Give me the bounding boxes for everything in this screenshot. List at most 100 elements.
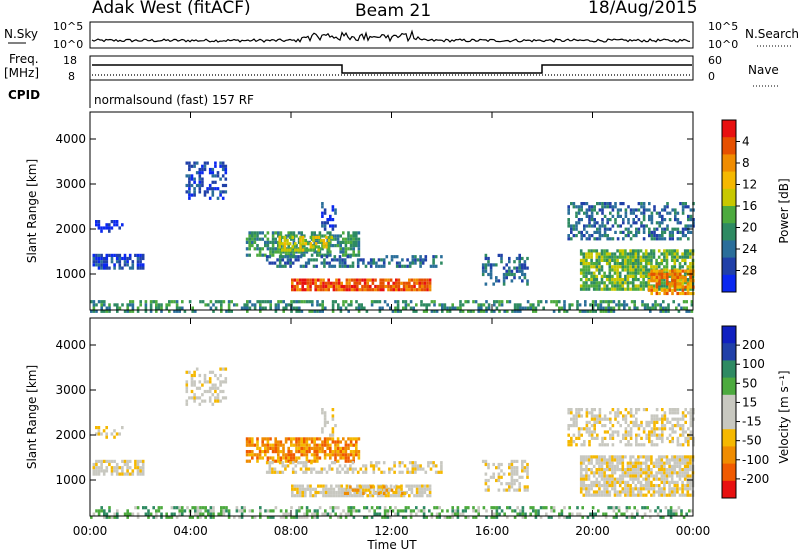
power-colorbar-tick-label: 4 xyxy=(742,135,750,149)
power-cell xyxy=(216,196,220,200)
velocity-cell xyxy=(596,417,599,421)
velocity-cell xyxy=(310,470,313,474)
power-cell xyxy=(644,268,648,272)
power-cell xyxy=(587,252,591,256)
power-cell xyxy=(314,245,318,249)
velocity-cell xyxy=(655,433,659,437)
velocity-cell xyxy=(349,443,353,447)
velocity-cell xyxy=(608,458,612,462)
power-cell xyxy=(261,300,265,304)
velocity-cell xyxy=(629,471,632,475)
power-cell xyxy=(323,234,327,238)
velocity-cell xyxy=(438,506,441,510)
velocity-cell xyxy=(316,453,319,457)
velocity-cell xyxy=(404,515,408,519)
power-cell xyxy=(500,256,503,261)
velocity-cell xyxy=(657,468,661,472)
velocity-cell xyxy=(321,411,324,415)
power-cell xyxy=(340,288,343,292)
power-cell xyxy=(577,208,581,212)
velocity-cell xyxy=(271,446,275,450)
velocity-cell xyxy=(575,408,578,412)
power-cell xyxy=(97,223,101,227)
velocity-cell xyxy=(683,461,687,465)
power-cell xyxy=(681,230,685,234)
velocity-cell xyxy=(329,512,332,516)
power-cell xyxy=(603,249,606,253)
power-cell xyxy=(634,287,638,291)
velocity-cell xyxy=(657,490,661,494)
velocity-cell xyxy=(349,464,352,468)
power-cell xyxy=(587,278,591,282)
velocity-cell xyxy=(193,380,196,384)
power-cell xyxy=(621,255,625,259)
power-cell xyxy=(585,271,588,275)
velocity-cell xyxy=(550,509,553,513)
power-cell xyxy=(686,291,690,296)
power-cell xyxy=(602,306,605,310)
power-cell xyxy=(321,300,324,304)
power-cell xyxy=(673,282,677,286)
velocity-cell xyxy=(612,509,616,513)
velocity-cell xyxy=(206,389,209,394)
power-cell xyxy=(518,269,521,273)
velocity-cell xyxy=(493,515,496,519)
power-cell xyxy=(489,272,493,277)
velocity-cell xyxy=(583,427,586,431)
power-cell xyxy=(663,258,666,262)
velocity-cell xyxy=(310,467,313,471)
power-cell xyxy=(467,300,470,304)
velocity-cell xyxy=(657,487,661,491)
power-cell xyxy=(480,306,483,310)
velocity-cell xyxy=(583,440,586,444)
power-cell xyxy=(576,303,579,307)
power-cell xyxy=(296,278,299,282)
velocity-cell xyxy=(595,468,599,472)
velocity-cell xyxy=(655,471,658,475)
power-cell xyxy=(358,281,362,285)
power-cell xyxy=(650,291,653,296)
power-cell xyxy=(185,190,189,194)
power-cell xyxy=(100,253,103,257)
power-cell xyxy=(602,309,605,313)
power-cell xyxy=(650,249,653,253)
velocity-cell xyxy=(660,468,664,472)
velocity-cell xyxy=(305,512,309,516)
velocity-cell xyxy=(136,506,140,510)
power-cell xyxy=(100,303,103,307)
velocity-cell xyxy=(502,488,506,492)
velocity-cell xyxy=(641,506,644,510)
velocity-cell xyxy=(495,509,499,513)
velocity-cell xyxy=(686,484,690,488)
power-cell xyxy=(306,278,310,282)
velocity-cell xyxy=(295,515,298,519)
power-cell xyxy=(603,271,606,275)
power-cell xyxy=(631,262,635,266)
velocity-cell xyxy=(313,446,316,450)
velocity-cell xyxy=(575,417,578,421)
velocity-cell xyxy=(467,515,470,519)
power-cell xyxy=(102,256,106,261)
power-cell xyxy=(642,218,646,222)
velocity-cell xyxy=(331,509,335,513)
power-cell xyxy=(681,227,685,231)
power-cell xyxy=(480,303,483,307)
power-cell xyxy=(640,205,643,209)
power-cell xyxy=(294,248,297,252)
velocity-cell xyxy=(264,446,267,450)
power-cell xyxy=(689,287,692,291)
power-cell xyxy=(648,214,651,218)
power-cell xyxy=(676,252,679,256)
velocity-cell xyxy=(300,450,303,454)
power-cell xyxy=(634,271,638,275)
power-cell xyxy=(290,309,293,313)
power-cell xyxy=(269,300,272,304)
velocity-cell xyxy=(377,467,381,471)
power-cell xyxy=(493,300,496,304)
velocity-cell xyxy=(603,430,607,434)
velocity-ylabel: Slant Range [km] xyxy=(25,365,39,469)
velocity-cell xyxy=(316,456,319,460)
freq-trace xyxy=(92,64,692,74)
velocity-cell xyxy=(637,461,640,465)
power-cell xyxy=(389,284,393,289)
